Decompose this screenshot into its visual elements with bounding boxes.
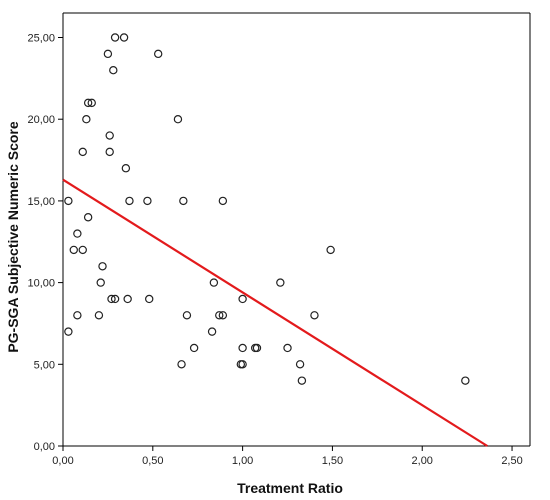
y-tick-label: 25,00	[27, 33, 55, 45]
data-point	[189, 343, 199, 353]
data-points	[64, 33, 470, 385]
data-point	[173, 115, 183, 124]
regression-line-group	[62, 178, 488, 447]
data-point	[121, 164, 131, 173]
y-tick-label: 5,00	[34, 359, 55, 371]
x-tick-label: 0,00	[52, 455, 73, 467]
data-point	[179, 196, 188, 206]
data-point	[310, 311, 319, 320]
x-tick-label: 2,50	[501, 455, 522, 467]
y-tick-label: 20,00	[27, 114, 55, 126]
data-point	[110, 33, 120, 42]
data-point	[252, 343, 262, 353]
y-tick-label: 15,00	[27, 196, 55, 208]
data-point	[64, 196, 73, 206]
regression-line	[62, 178, 488, 447]
data-point	[107, 294, 116, 304]
data-point	[82, 115, 91, 124]
data-point	[83, 98, 93, 108]
data-point	[218, 311, 228, 320]
data-point	[94, 311, 104, 320]
data-point	[209, 278, 219, 287]
data-point	[295, 360, 305, 369]
x-tick-label: 1,00	[232, 455, 253, 467]
data-point	[238, 294, 247, 304]
data-point	[103, 49, 113, 59]
data-point	[119, 33, 129, 42]
data-point	[153, 49, 163, 59]
data-point	[326, 245, 335, 255]
x-axis: 0,00 0,50 1,00 1,50 2,00 2,50	[52, 446, 523, 467]
data-point	[78, 245, 87, 255]
y-tick-label: 0,00	[34, 441, 55, 453]
data-point	[73, 311, 82, 320]
data-point	[78, 147, 87, 157]
x-tick-label: 0,50	[142, 455, 163, 467]
data-point	[73, 229, 82, 238]
data-point	[69, 245, 78, 255]
data-point	[123, 294, 132, 304]
x-axis-title: Treatment Ratio	[237, 480, 343, 496]
data-point	[238, 360, 247, 369]
data-point	[145, 294, 154, 304]
y-axis: 0,00 5,00 10,00 15,00 20,00 25,00	[27, 33, 63, 453]
data-point	[105, 147, 114, 157]
data-point	[83, 213, 93, 222]
data-point	[207, 327, 217, 336]
y-tick-label: 10,00	[27, 278, 55, 290]
data-point	[283, 343, 292, 353]
data-point	[105, 131, 114, 140]
data-point	[238, 343, 247, 353]
data-point	[461, 376, 470, 385]
data-point	[177, 360, 186, 369]
data-point	[110, 294, 120, 304]
data-point	[96, 278, 105, 287]
data-point	[125, 196, 134, 206]
x-tick-label: 2,00	[412, 455, 433, 467]
data-point	[64, 327, 73, 336]
data-point	[218, 196, 228, 206]
data-point	[276, 278, 285, 287]
x-tick-label: 1,50	[322, 455, 343, 467]
data-point	[215, 311, 224, 320]
data-point	[297, 376, 307, 385]
data-point	[87, 98, 96, 108]
plot-frame	[62, 12, 531, 447]
data-point	[182, 311, 192, 320]
data-point	[98, 262, 107, 271]
data-point	[109, 65, 118, 75]
data-point	[143, 196, 152, 206]
y-axis-title: PG-SGA Subjective Numeric Score	[5, 121, 21, 353]
